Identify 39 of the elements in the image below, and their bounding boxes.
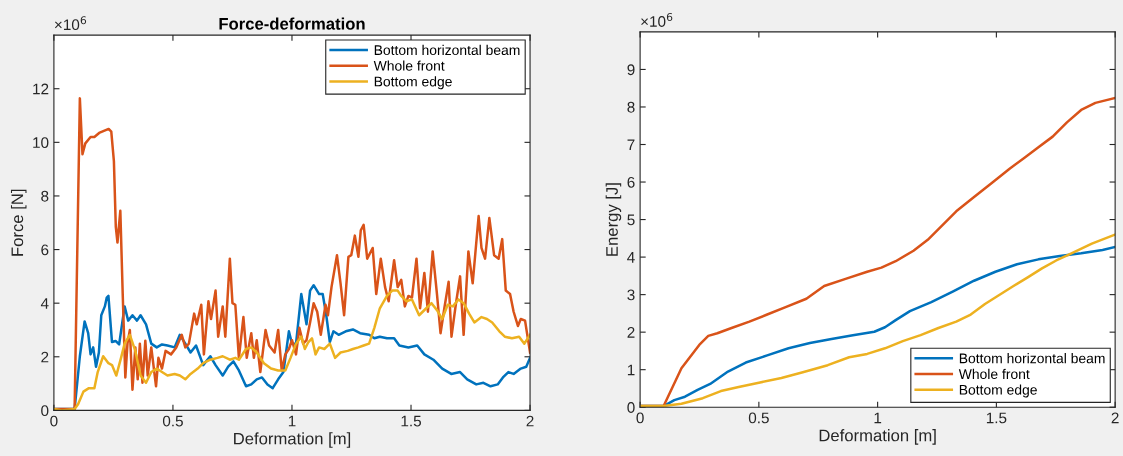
y-tick-label: 4 [40,298,49,309]
x-tick-label: 1.5 [401,415,421,427]
x-tick-label: 0.5 [748,412,769,424]
legend-label: Bottom edge [374,76,452,90]
y-tick-label: 12 [33,83,49,95]
y-tick-label: 2 [627,327,635,338]
x-tick-label: 2 [1111,412,1119,424]
y-axis-title: Energy [J] [605,183,622,256]
x-tick-label: 0 [50,415,58,427]
legend-label: Whole front [958,368,1030,380]
y-tick-label: 4 [627,252,635,263]
y-tick-label: 8 [41,190,49,202]
x-axis-title: Deformation [m] [234,432,351,448]
y-tick-label: 9 [627,64,635,76]
y-tick-label: 6 [41,244,49,256]
x-tick-label: 1.5 [986,412,1007,424]
y-tick-label: 3 [627,289,635,301]
text: ×10$^{6}$ [641,12,673,27]
y-axis-title: Force [N] [10,189,27,256]
chart-title: Force-deformation [219,17,365,30]
x-tick-label: 0 [636,412,644,424]
x-tick-label: 1 [288,415,296,427]
y-tick-label: 6 [627,176,635,188]
y-tick-label: 0 [627,402,635,413]
legend-label: Bottom horizontal beam [374,44,520,56]
y-tick-label: 7 [627,139,635,151]
y-tick-label: 8 [627,101,635,113]
legend-label: Bottom edge [959,384,1037,398]
y-tick-label: 10 [33,137,49,149]
x-tick-label: 2 [526,415,534,427]
legend-label: Bottom horizontal beam [959,353,1105,364]
y-tick-label: 2 [41,351,49,363]
x-axis-title: Deformation [m] [819,429,936,445]
x-tick-label: 0.5 [162,415,183,427]
x-tick-label: 1 [874,412,882,424]
y-tick-label: 5 [627,214,635,226]
y-tick-label: 1 [627,364,635,376]
text: ×10$^{6}$ [54,16,87,31]
legend-label: Whole front [373,60,445,71]
